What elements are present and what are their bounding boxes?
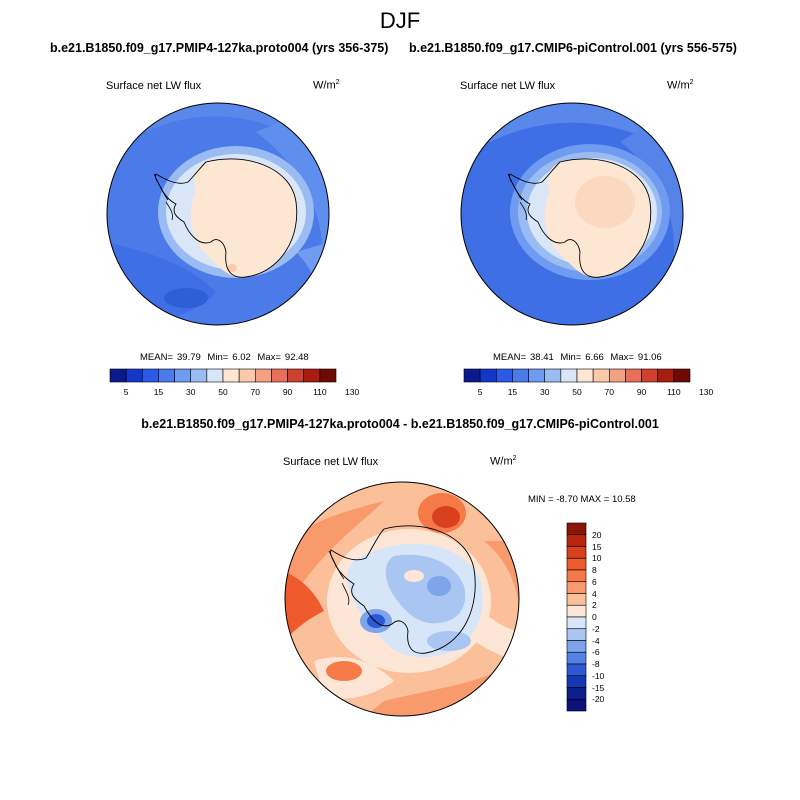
panel-left-colorbar-box	[238, 368, 256, 383]
panel-right-colorbar-tick-label: 5	[477, 387, 483, 397]
panel-left-colorbar-tick-label: 110	[313, 387, 327, 397]
panel-right-stats: MEAN= 38.41 Min= 6.66 Max= 91.06	[493, 352, 662, 363]
panel-right-title: b.e21.B1850.f09_g17.CMIP6-piControl.001 …	[409, 41, 737, 55]
panel-right-colorbar	[463, 368, 691, 383]
panel-right-colorbar-tick-label: 130	[699, 387, 714, 397]
panel-left-title: b.e21.B1850.f09_g17.PMIP4-127ka.proto004…	[50, 41, 389, 55]
panel-right-colorbar-box	[512, 368, 529, 383]
panel-right-colorbar-box	[592, 368, 610, 383]
panel-diff-colorbar-tick-label: 6	[592, 576, 597, 587]
panel-left-colorbar-box	[254, 368, 272, 383]
panel-diff-colorbar-tick-label: 4	[592, 588, 597, 599]
panel-right-colorbar-tick-label: 70	[604, 387, 615, 397]
panel-left-colorbar-box	[125, 368, 143, 383]
panel-right-colorbar-tick-label: 110	[667, 387, 681, 397]
panel-diff-colorbar-tick-label: -6	[592, 647, 600, 658]
panel-diff-colorbar-tick-label: 15	[592, 541, 602, 552]
panel-diff-colorbar-box	[566, 616, 587, 630]
panel-diff-colorbar	[566, 522, 587, 712]
panel-diff-colorbar-box	[566, 687, 587, 700]
panel-left-colorbar-tick-label: 30	[185, 387, 196, 397]
panel-diff-title: b.e21.B1850.f09_g17.PMIP4-127ka.proto004…	[141, 417, 659, 431]
panel-left-polar-map	[106, 102, 330, 326]
panel-diff-colorbar-box	[566, 546, 587, 559]
panel-right-variable-label: Surface net LW flux	[460, 80, 556, 92]
panel-diff-colorbar-box	[566, 557, 587, 571]
panel-left-colorbar-box	[287, 368, 305, 383]
panel-left-colorbar-box	[109, 368, 127, 383]
panel-left-colorbar-box	[158, 368, 175, 383]
panel-diff-colorbar-box	[566, 628, 587, 641]
panel-left-colorbar-box	[271, 368, 288, 383]
panel-diff-colorbar-tick-label: 20	[592, 529, 602, 540]
panel-diff-colorbar-box	[566, 581, 587, 594]
panel-right-colorbar-tick-label: 90	[636, 387, 647, 397]
panel-right-colorbar-box	[657, 368, 675, 383]
panel-right-colorbar-box	[641, 368, 659, 383]
panel-diff-minmax: MIN = -8.70 MAX = 10.58	[528, 494, 636, 505]
panel-diff-colorbar-box	[566, 534, 587, 547]
panel-diff-colorbar-box	[566, 698, 587, 712]
panel-diff-colorbar-tick-label: 2	[592, 600, 597, 611]
panel-left-colorbar-box	[222, 368, 240, 383]
figure-title: DJF	[379, 8, 421, 33]
panel-right-colorbar-box	[560, 368, 578, 383]
panel-left-colorbar-box	[319, 368, 337, 383]
panel-right-colorbar-tick-label: 15	[507, 387, 518, 397]
panel-left-colorbar-box	[174, 368, 192, 383]
panel-diff-colorbar-box	[566, 640, 587, 653]
panel-diff-colorbar-tick-label: -10	[592, 670, 605, 681]
panel-right-polar-map	[460, 102, 684, 326]
panel-left-units: W/m2	[313, 79, 340, 92]
panel-diff-colorbar-tick-label: -20	[592, 694, 605, 705]
panel-left-stats: MEAN= 39.79 Min= 6.02 Max= 92.48	[140, 352, 309, 363]
panel-diff-variable-label: Surface net LW flux	[283, 456, 379, 468]
panel-diff-colorbar-ticks: 20 15 10 8 6 4 2 0 -2 -4 -6 -8 -10 -15 -20	[592, 523, 622, 711]
panel-diff-units: W/m2	[490, 455, 517, 468]
panel-right-colorbar-ticks: 5 15 30 50 70 90 110 130	[464, 387, 713, 399]
panel-right-colorbar-box	[544, 368, 562, 383]
panel-left-colorbar	[109, 368, 337, 383]
panel-right-units: W/m2	[667, 79, 694, 92]
panel-diff-colorbar-box	[566, 569, 587, 583]
panel-diff-colorbar-tick-label: 0	[592, 612, 597, 622]
panel-left-colorbar-box	[141, 368, 159, 383]
panel-diff-colorbar-tick-label: -15	[592, 682, 605, 693]
panel-left-colorbar-tick-label: 70	[250, 387, 261, 397]
panel-right-colorbar-box	[673, 368, 691, 383]
panel-diff-colorbar-tick-label: -4	[592, 635, 600, 646]
panel-diff-colorbar-tick-label: -8	[592, 659, 600, 669]
panel-diff-colorbar-box	[566, 675, 587, 688]
panel-diff-polar-map	[284, 481, 520, 717]
panel-left-variable-label: Surface net LW flux	[106, 80, 202, 92]
panel-right-colorbar-box	[528, 368, 546, 383]
panel-right-colorbar-box	[495, 368, 513, 383]
panel-left-colorbar-tick-label: 90	[282, 387, 293, 397]
panel-left-colorbar-tick-label: 15	[153, 387, 164, 397]
panel-diff-colorbar-box	[566, 593, 587, 606]
panel-left-colorbar-tick-label: 50	[218, 387, 228, 397]
panel-left-colorbar-box	[206, 368, 224, 383]
panel-diff-colorbar-tick-label: 8	[592, 565, 597, 575]
panel-right-colorbar-box	[608, 368, 626, 383]
panel-right-colorbar-tick-label: 30	[539, 387, 550, 397]
panel-diff-colorbar-tick-label: 10	[592, 553, 602, 564]
panel-right-colorbar-box	[479, 368, 497, 383]
panel-diff-colorbar-tick-label: -2	[592, 623, 600, 634]
panel-left-colorbar-box	[303, 368, 321, 383]
panel-left-colorbar-box	[190, 368, 208, 383]
panel-right-colorbar-tick-label: 50	[572, 387, 582, 397]
panel-diff-colorbar-box	[566, 651, 587, 665]
panel-left-colorbar-ticks: 5 15 30 50 70 90 110 130	[110, 387, 359, 399]
panel-diff-colorbar-box	[566, 663, 587, 677]
panel-right-colorbar-box	[576, 368, 594, 383]
panel-diff-colorbar-box	[566, 522, 587, 536]
panel-left-colorbar-tick-label: 5	[123, 387, 129, 397]
panel-left-colorbar-tick-label: 130	[345, 387, 360, 397]
panel-right-colorbar-box	[463, 368, 481, 383]
panel-right-colorbar-box	[625, 368, 642, 383]
panel-diff-colorbar-box	[566, 604, 587, 618]
